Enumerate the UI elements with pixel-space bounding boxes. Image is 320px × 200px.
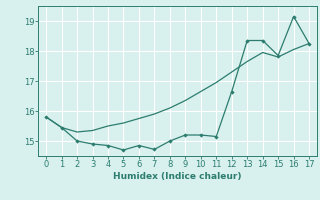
X-axis label: Humidex (Indice chaleur): Humidex (Indice chaleur) xyxy=(113,172,242,181)
